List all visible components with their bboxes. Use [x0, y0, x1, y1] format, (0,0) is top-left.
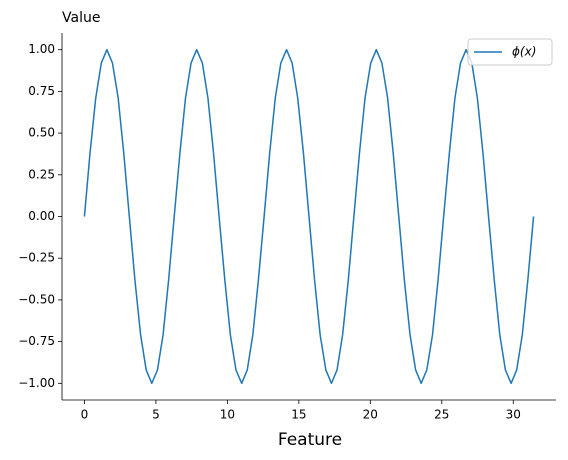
legend-label: ϕ(x): [512, 45, 536, 59]
x-tick-label: 30: [506, 408, 521, 422]
y-tick-label: −1.00: [18, 376, 55, 390]
y-tick-label: −0.75: [18, 334, 55, 348]
series-line: [83, 48, 535, 385]
y-tick-label: 0.75: [28, 84, 55, 98]
y-tick-label: −0.50: [18, 292, 55, 306]
x-tick-label: 25: [434, 408, 449, 422]
y-tick-label: 1.00: [28, 42, 55, 56]
y-tick-label: 0.25: [28, 167, 55, 181]
x-tick-label: 15: [291, 408, 306, 422]
y-tick-label: −0.25: [18, 251, 55, 265]
y-tick-label: 0.50: [28, 126, 55, 140]
x-axis-label: Feature: [278, 430, 342, 450]
legend-box: [467, 38, 553, 66]
y-tick-label: 0.00: [28, 209, 55, 223]
x-tick-label: 5: [152, 408, 160, 422]
x-tick-label: 0: [81, 408, 89, 422]
x-tick-label: 10: [220, 408, 235, 422]
chart-title: Value: [62, 10, 100, 26]
x-tick-label: 20: [363, 408, 378, 422]
